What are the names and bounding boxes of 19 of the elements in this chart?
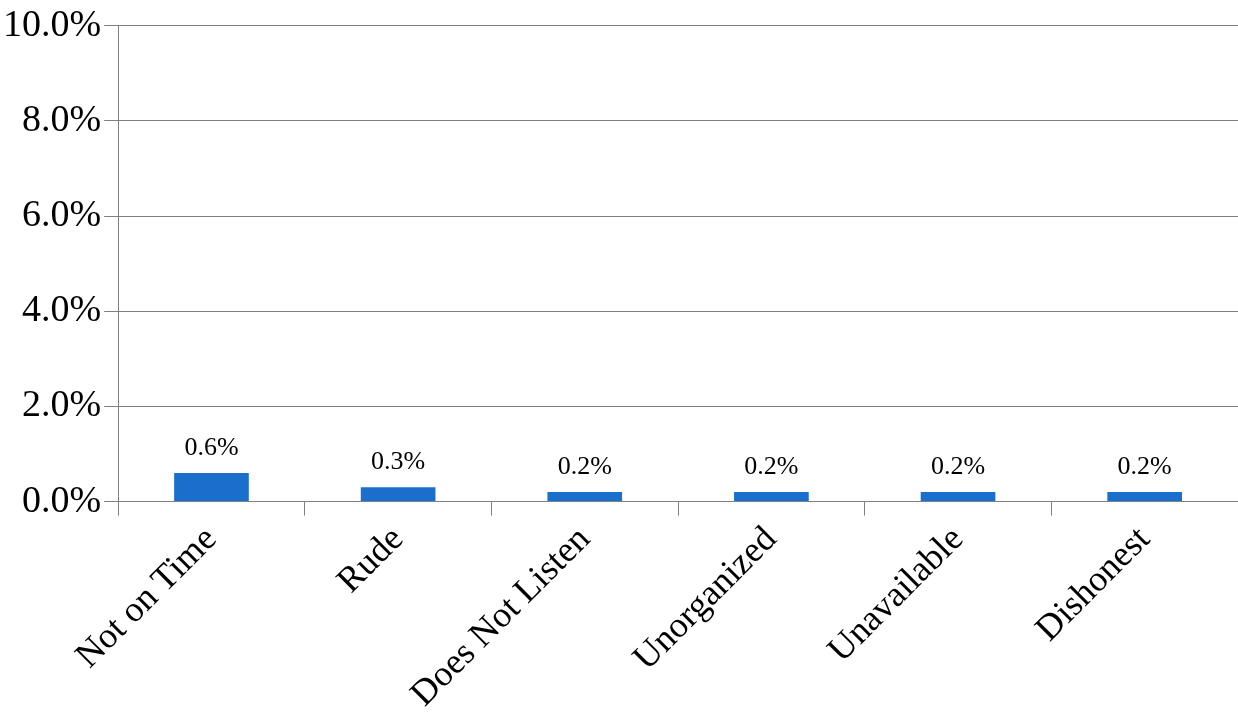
data-label: 0.6% [184,431,239,461]
bar [920,492,996,502]
bar [1107,492,1183,502]
data-label: 0.3% [371,446,426,476]
x-tick-label: Not on Time [66,517,224,675]
data-label: 0.2% [930,450,986,480]
data-label: 0.2% [744,450,799,480]
y-tick-label: 0.0% [22,477,102,520]
y-tick-label: 4.0% [22,287,102,330]
data-label: 0.2% [557,450,612,480]
bar [360,487,436,502]
data-label: 0.2% [1117,450,1172,480]
bar [174,473,249,502]
bar [734,492,809,502]
bar [547,492,623,502]
y-tick-label: 2.0% [22,382,102,425]
y-tick-label: 8.0% [22,96,102,139]
y-tick-label: 10.0% [3,1,102,44]
y-tick-label: 6.0% [22,192,102,235]
